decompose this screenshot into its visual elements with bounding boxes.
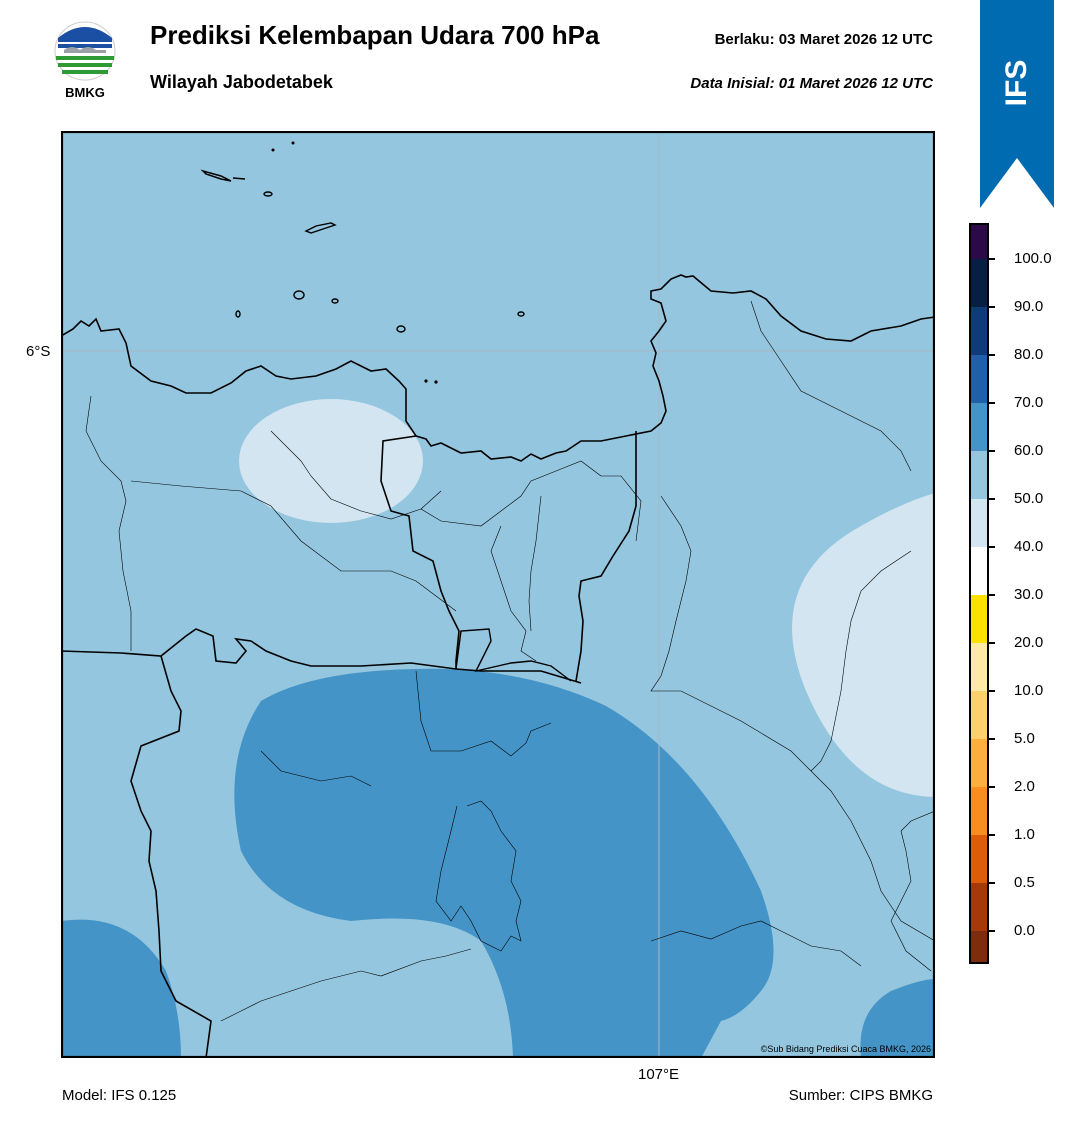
island (434, 380, 438, 384)
bmkg-logo (52, 20, 118, 102)
map-credit: ©Sub Bidang Prediksi Cuaca BMKG, 2026 (760, 1044, 931, 1054)
colorbar-tick-mark (989, 786, 995, 788)
colorbar-tick-label: 30.0 (1014, 586, 1044, 603)
colorbar-tick-label: 50.0 (1014, 490, 1044, 507)
province-border (380, 435, 460, 669)
colorbar-band (969, 595, 989, 643)
colorbar-tick-mark (989, 450, 995, 452)
colorbar-band (969, 223, 989, 259)
colorbar-tick-mark (989, 642, 995, 644)
colorbar-band (969, 691, 989, 739)
island (263, 191, 273, 197)
colorbar-band (969, 451, 989, 499)
lat-label: 6°S (26, 343, 51, 360)
field-70-80-central (234, 668, 774, 1058)
island (235, 310, 241, 318)
coastline (61, 274, 935, 462)
colorbar-band (969, 643, 989, 691)
colorbar-tick-label: 20.0 (1014, 634, 1044, 651)
island (331, 298, 339, 304)
colorbar-tick-mark (989, 594, 995, 596)
island (424, 379, 428, 383)
map-frame (61, 131, 935, 1058)
colorbar-tick-label: 5.0 (1014, 730, 1035, 747)
colorbar-band (969, 835, 989, 883)
colorbar-tick-mark (989, 882, 995, 884)
colorbar-tick-mark (989, 258, 995, 260)
colorbar-tick-label: 100.0 (1014, 250, 1052, 267)
colorbar-band (969, 259, 989, 307)
colorbar-band (969, 739, 989, 787)
colorbar-tick-mark (989, 546, 995, 548)
colorbar-band (969, 403, 989, 451)
model-label: Model: IFS 0.125 (62, 1087, 177, 1104)
colorbar-tick-label: 0.5 (1014, 874, 1035, 891)
colorbar-band (969, 883, 989, 931)
colorbar-band (969, 307, 989, 355)
field-70-80-southeast (860, 979, 935, 1058)
colorbar-frame (969, 223, 989, 964)
page-subtitle: Wilayah Jabodetabek (150, 72, 333, 92)
colorbar-tick-label: 70.0 (1014, 394, 1044, 411)
page-title: Prediksi Kelembapan Udara 700 hPa (150, 20, 600, 50)
island (232, 177, 246, 180)
model-ribbon-label: IFS (1000, 59, 1033, 107)
island (396, 325, 406, 333)
island (271, 148, 275, 152)
province-border (455, 628, 572, 682)
colorbar-tick-mark (989, 354, 995, 356)
colorbar-tick-label: 40.0 (1014, 538, 1044, 555)
colorbar-tick-mark (989, 690, 995, 692)
source-label: Sumber: CIPS BMKG (788, 1087, 933, 1104)
province-border (575, 431, 637, 682)
province-border (61, 628, 582, 684)
province-border (130, 655, 212, 1058)
island (200, 169, 232, 182)
colorbar-tick-mark (989, 738, 995, 740)
colorbar-tick-label: 2.0 (1014, 778, 1035, 795)
lon-label: 107°E (638, 1066, 680, 1083)
colorbar (969, 223, 989, 964)
model-ribbon (980, 0, 1054, 210)
island (293, 290, 305, 300)
colorbar-band (969, 787, 989, 835)
colorbar-band (969, 547, 989, 595)
colorbar-band (969, 931, 989, 964)
field-50-60-east (792, 493, 935, 797)
colorbar-tick-label: 90.0 (1014, 298, 1044, 315)
colorbar-tick-label: 10.0 (1014, 682, 1044, 699)
logo-text: BMKG (65, 85, 105, 100)
colorbar-tick-mark (989, 498, 995, 500)
colorbar-tick-label: 80.0 (1014, 346, 1044, 363)
island (517, 311, 525, 317)
island (291, 141, 295, 145)
colorbar-band (969, 499, 989, 547)
colorbar-band (969, 355, 989, 403)
colorbar-tick-mark (989, 402, 995, 404)
island (304, 222, 337, 234)
humidity-map (61, 131, 935, 1058)
field-50-60-west (239, 399, 423, 523)
init-time-label: Data Inisial: 01 Maret 2026 12 UTC (690, 75, 933, 92)
field-70-80-southwest (61, 919, 181, 1058)
colorbar-tick-mark (989, 834, 995, 836)
colorbar-tick-mark (989, 306, 995, 308)
colorbar-tick-label: 60.0 (1014, 442, 1044, 459)
valid-time-label: Berlaku: 03 Maret 2026 12 UTC (714, 31, 933, 48)
colorbar-tick-label: 0.0 (1014, 922, 1035, 939)
colorbar-tick-label: 1.0 (1014, 826, 1035, 843)
regency-borders (85, 300, 935, 1022)
colorbar-tick-mark (989, 930, 995, 932)
